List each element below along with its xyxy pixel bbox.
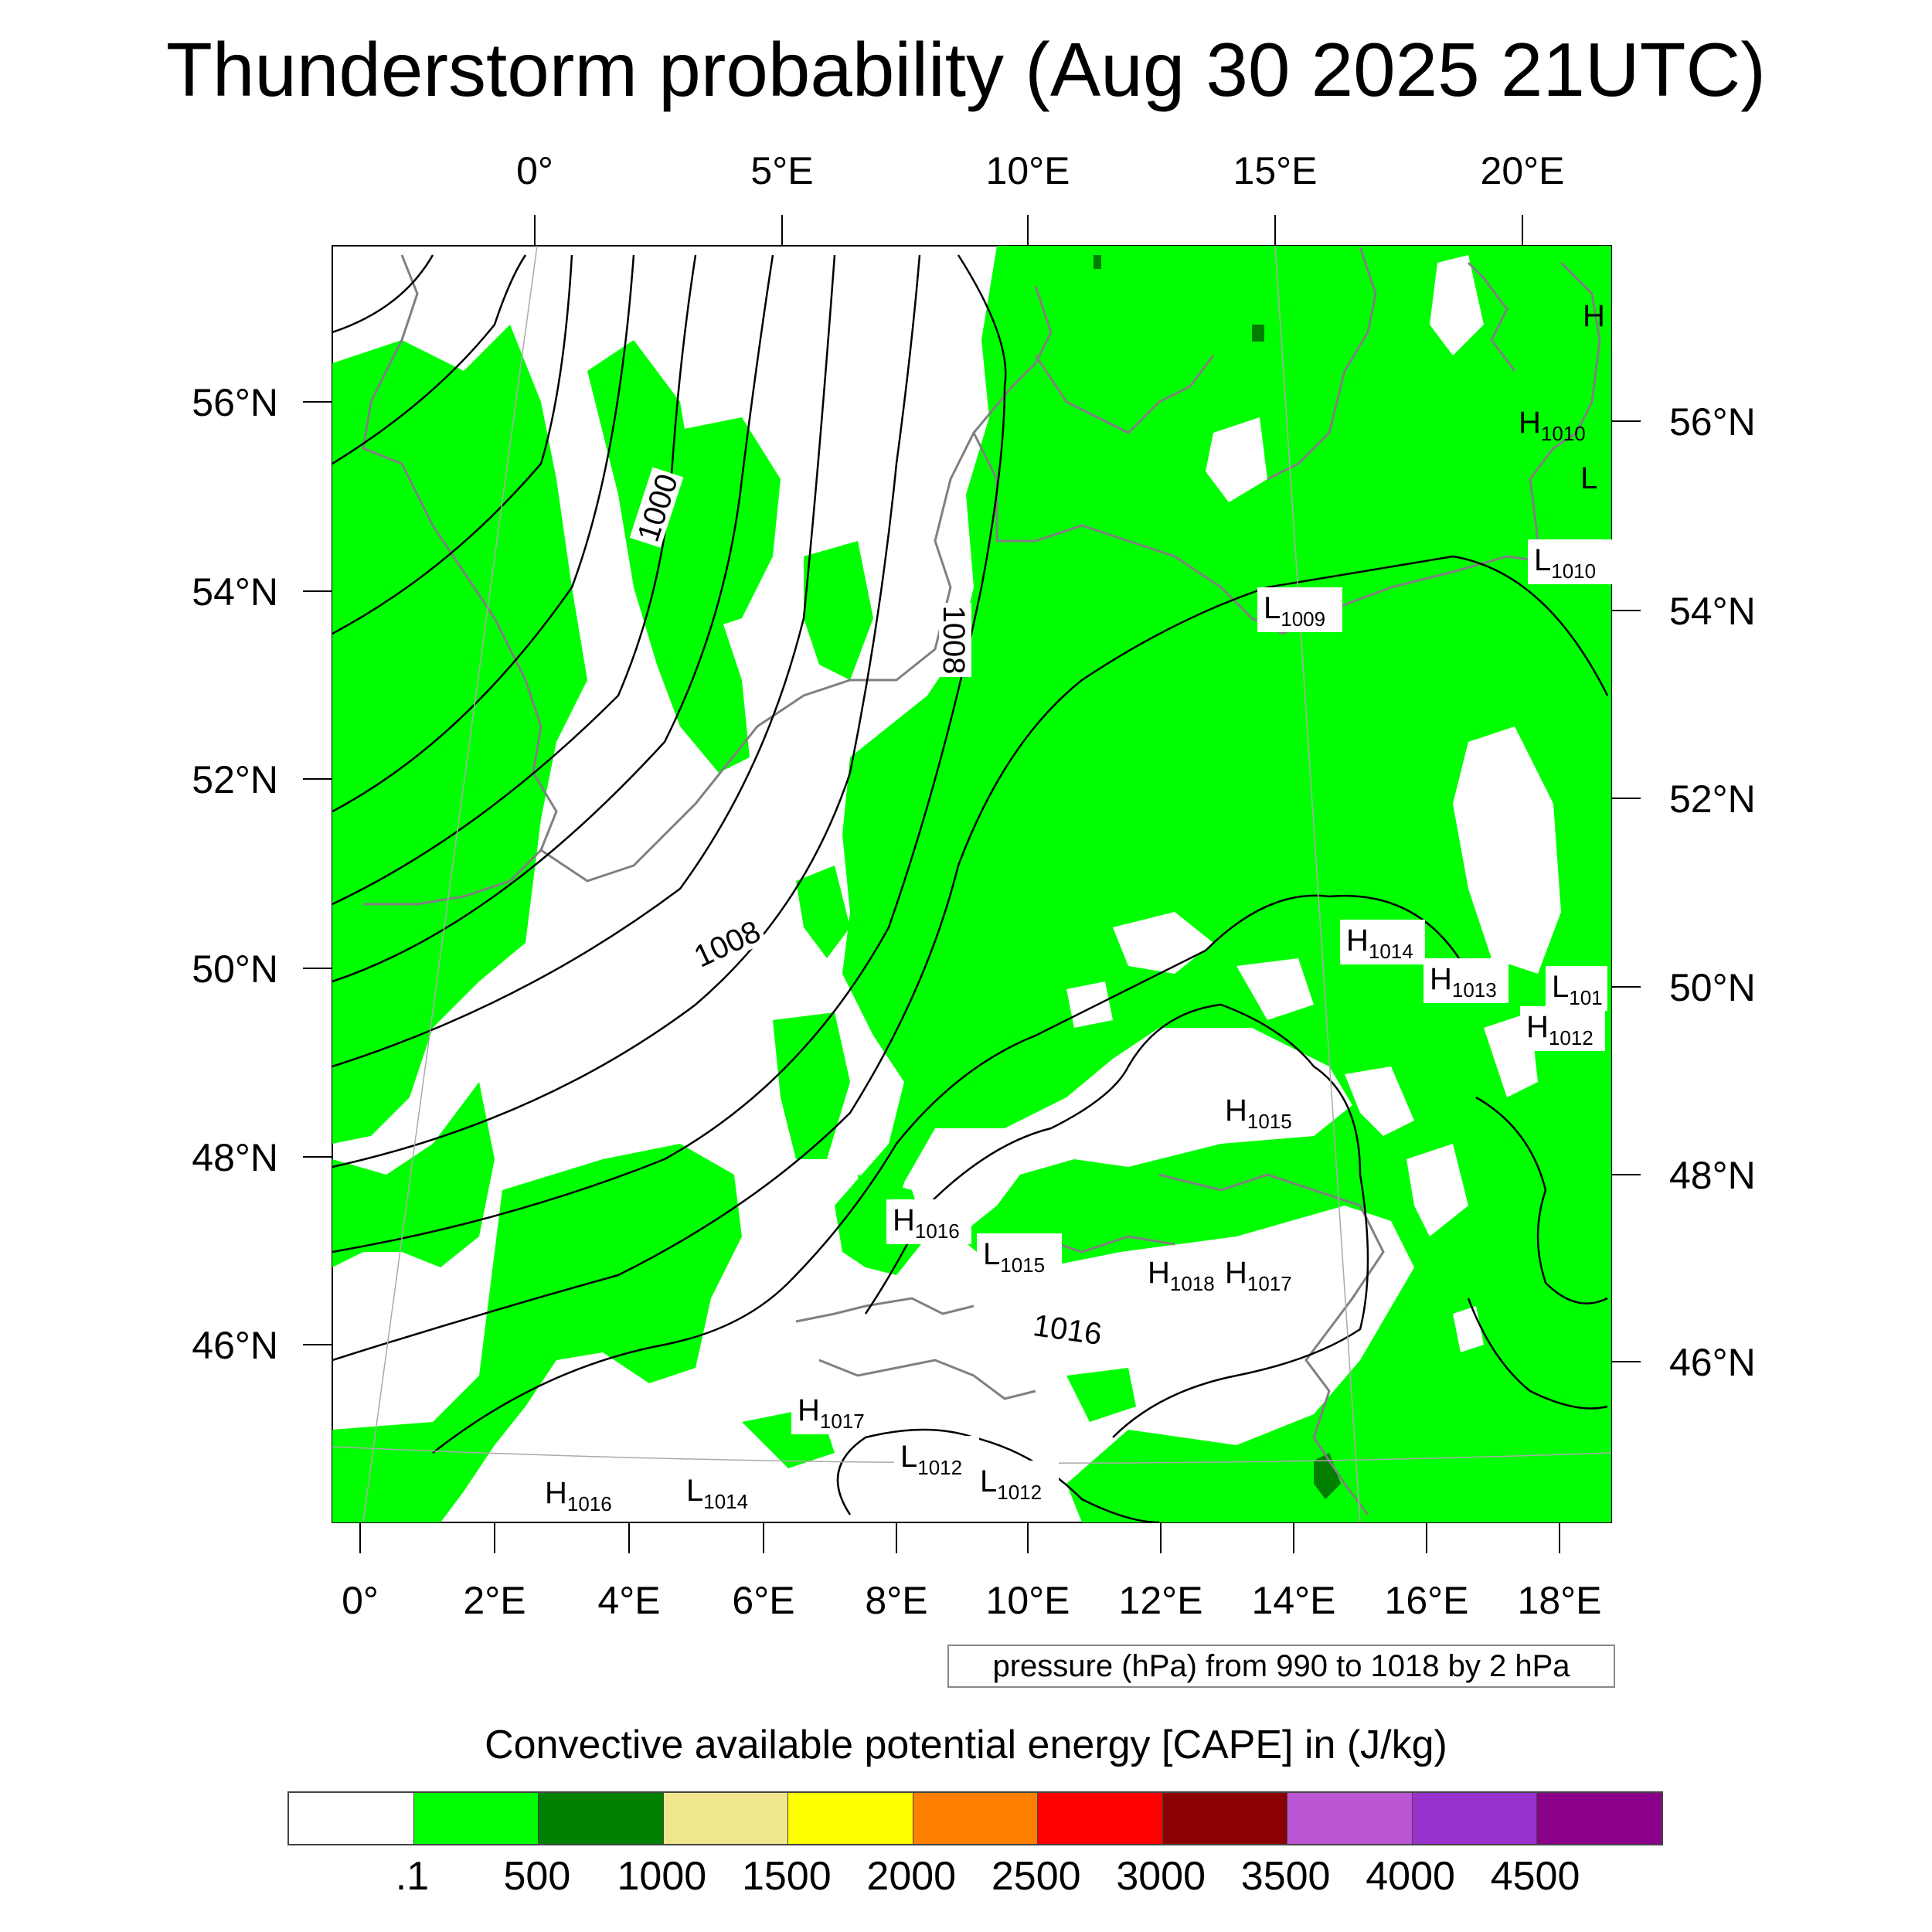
pressure-center-label: L1015 xyxy=(983,1237,1045,1277)
right-lat-labels: 56°N 54°N 52°N 50°N 48°N 46°N xyxy=(1669,400,1756,1384)
colorbar-swatch xyxy=(539,1793,664,1844)
colorbar-label: 4500 xyxy=(1490,1854,1580,1899)
pressure-center-label: H1010 xyxy=(1519,406,1586,445)
pressure-center-label: H1018 xyxy=(1148,1256,1215,1295)
cape-holes xyxy=(1066,255,1561,1352)
colorbar xyxy=(287,1791,1663,1845)
tick-label-right: 50°N xyxy=(1669,966,1756,1009)
tick-label-left: 52°N xyxy=(192,758,278,801)
bottom-lon-labels: 0° 2°E 4°E 6°E 8°E 10°E 12°E 14°E 16°E 1… xyxy=(342,1579,1601,1622)
pressure-center-label: L1012 xyxy=(980,1464,1042,1504)
tick-label-left: 46°N xyxy=(192,1324,278,1367)
pressure-centers: H H1010 L L1010 L1009 H1014 H1013 L101 H… xyxy=(539,299,1613,1517)
colorbar-label: 2500 xyxy=(991,1854,1081,1899)
tick-label-right: 46°N xyxy=(1669,1341,1756,1384)
tick-label-top: 10°E xyxy=(986,149,1070,192)
tick-label-bottom: 12°E xyxy=(1119,1579,1203,1622)
colorbar-swatch xyxy=(788,1793,913,1844)
tick-label-bottom: 14°E xyxy=(1252,1579,1336,1622)
colorbar-label: 1500 xyxy=(741,1854,832,1899)
colorbar-label: 3000 xyxy=(1116,1854,1206,1899)
isobar-label: 1008 xyxy=(937,606,971,675)
bottom-ticks xyxy=(359,1522,1560,1553)
tick-label-bottom: 6°E xyxy=(732,1579,794,1622)
colorbar-label: 2000 xyxy=(866,1854,957,1899)
tick-label-left: 50°N xyxy=(192,947,278,991)
colorbar-swatch xyxy=(289,1793,414,1844)
pressure-center-label: L1014 xyxy=(686,1474,748,1513)
pressure-center-label: L101 xyxy=(1552,970,1603,1009)
top-lon-labels: 0° 5°E 10°E 15°E 20°E xyxy=(516,149,1564,192)
colorbar-swatch xyxy=(413,1793,539,1844)
colorbar-swatch xyxy=(913,1793,1039,1844)
pressure-center-label: H1016 xyxy=(545,1476,612,1515)
tick-label-bottom: 10°E xyxy=(986,1579,1070,1622)
colorbar-swatch xyxy=(1287,1793,1413,1844)
colorbar-swatch xyxy=(1162,1793,1288,1844)
tick-label-right: 54°N xyxy=(1669,590,1756,633)
tick-label-left: 56°N xyxy=(192,381,278,424)
pressure-center-label: L1009 xyxy=(1264,591,1325,631)
pressure-center-label: H1017 xyxy=(798,1393,865,1433)
tick-label-bottom: 18°E xyxy=(1518,1579,1602,1622)
contour-info-box: pressure (hPa) from 990 to 1018 by 2 hPa xyxy=(947,1645,1615,1688)
tick-label-right: 56°N xyxy=(1669,400,1756,444)
colorbar-label: 500 xyxy=(503,1854,571,1899)
left-lat-labels: 56°N 54°N 52°N 50°N 48°N 46°N xyxy=(192,381,278,1367)
colorbar-label: 4000 xyxy=(1366,1854,1455,1899)
pressure-center-label: H1012 xyxy=(1526,1010,1594,1049)
coastlines xyxy=(362,247,1608,1515)
tick-label-top: 0° xyxy=(516,149,553,192)
isobars xyxy=(332,254,1609,1522)
tick-label-right: 52°N xyxy=(1669,777,1756,821)
tick-label-right: 48°N xyxy=(1669,1154,1756,1197)
pressure-center-label: H1015 xyxy=(1225,1094,1292,1133)
colorbar-swatch xyxy=(1537,1793,1662,1844)
pressure-center-label: L1012 xyxy=(900,1440,962,1479)
tick-label-top: 20°E xyxy=(1481,149,1565,192)
pressure-center-label: L xyxy=(1580,461,1597,495)
right-ticks xyxy=(1611,420,1641,1362)
colorbar-label: 3500 xyxy=(1240,1854,1331,1899)
tick-label-left: 48°N xyxy=(192,1136,278,1179)
tick-label-bottom: 2°E xyxy=(463,1579,526,1622)
colorbar-label: .1 xyxy=(395,1854,430,1899)
colorbar-swatch xyxy=(663,1793,789,1844)
pressure-center-label: H xyxy=(1583,299,1605,333)
colorbar-title: Convective available potential energy [C… xyxy=(485,1723,1447,1767)
tick-label-bottom: 16°E xyxy=(1385,1579,1469,1622)
tick-label-top: 15°E xyxy=(1233,149,1318,192)
tick-label-bottom: 8°E xyxy=(865,1579,927,1622)
tick-label-left: 54°N xyxy=(192,570,278,614)
tick-label-bottom: 4°E xyxy=(597,1579,660,1622)
tick-label-top: 5°E xyxy=(750,149,813,192)
colorbar-swatch xyxy=(1038,1793,1163,1844)
colorbar-label: 1000 xyxy=(617,1854,707,1899)
map-title: Thunderstorm probability (Aug 30 2025 21… xyxy=(166,27,1766,112)
tick-label-bottom: 0° xyxy=(342,1579,379,1622)
pressure-center-label: H1017 xyxy=(1225,1256,1292,1295)
pressure-center-label: H1013 xyxy=(1430,962,1497,1002)
pressure-center-label: H1014 xyxy=(1346,923,1413,963)
pressure-center-label: H1016 xyxy=(893,1203,960,1243)
pressure-center-label: L1010 xyxy=(1534,543,1596,583)
cape-high-cells xyxy=(1094,255,1341,1499)
left-ticks xyxy=(303,401,332,1345)
colorbar-swatch xyxy=(1412,1793,1538,1844)
top-ticks xyxy=(534,215,1523,246)
